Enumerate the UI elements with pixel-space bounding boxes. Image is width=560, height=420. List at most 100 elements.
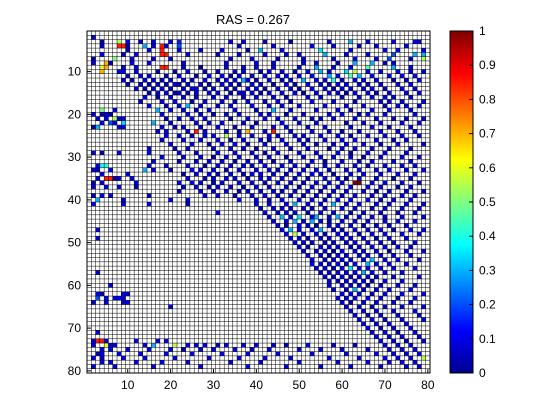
heatmap-cell [117, 150, 122, 155]
heatmap-cell [147, 163, 152, 168]
heatmap-cell [352, 227, 358, 232]
heatmap-cell [194, 120, 199, 126]
heatmap-cell [412, 283, 418, 288]
heatmap-cell [369, 206, 375, 211]
heatmap-cell [412, 219, 418, 224]
heatmap-cell [365, 325, 370, 331]
heatmap-cell [322, 86, 328, 91]
heatmap-cell [314, 107, 319, 113]
heatmap-cell [395, 343, 400, 348]
heatmap-cell [387, 56, 392, 61]
heatmap-cell [357, 73, 362, 79]
heatmap-cell [237, 133, 242, 138]
heatmap-cell [99, 120, 105, 126]
heatmap-cell [117, 296, 122, 301]
heatmap-cell [352, 287, 358, 292]
heatmap-cell [151, 120, 156, 126]
heatmap-cell [194, 129, 199, 134]
heatmap-cell [339, 291, 345, 297]
heatmap-cell [369, 304, 375, 309]
heatmap-cell [404, 236, 409, 241]
heatmap-cell [288, 180, 293, 185]
heatmap-cell [357, 95, 362, 100]
heatmap-cell [331, 287, 336, 292]
heatmap-cell [177, 43, 182, 49]
heatmap-cell [91, 184, 96, 190]
heatmap-cell [215, 103, 220, 108]
heatmap-cell [211, 86, 216, 91]
heatmap-cell [194, 86, 199, 91]
heatmap-cell [408, 343, 413, 348]
heatmap-cell [348, 48, 353, 53]
heatmap-cell [168, 56, 173, 61]
heatmap-cell [258, 206, 263, 211]
heatmap-cell [95, 227, 100, 232]
heatmap-cell [352, 78, 358, 83]
heatmap-cell [275, 167, 280, 173]
heatmap-cell [339, 206, 345, 211]
heatmap-cell [318, 270, 323, 275]
x-tick-label: 10 [121, 378, 135, 392]
heatmap-cell [378, 129, 383, 134]
heatmap-cell [327, 180, 332, 185]
heatmap-cell [417, 364, 422, 369]
heatmap-cell [91, 355, 96, 361]
heatmap-cell [177, 82, 182, 87]
heatmap-cell [267, 214, 272, 220]
heatmap-cell [159, 137, 165, 143]
heatmap-cell [284, 82, 289, 87]
heatmap-cell [404, 137, 409, 143]
heatmap-cell [267, 90, 272, 96]
heatmap-cell [361, 86, 366, 91]
heatmap-cell [387, 261, 392, 267]
heatmap-cell [147, 193, 152, 198]
heatmap-cell [327, 73, 332, 79]
heatmap-cell [279, 137, 285, 143]
heatmap-cell [331, 142, 336, 147]
heatmap-cell [408, 125, 413, 130]
heatmap-cell [344, 351, 349, 356]
heatmap-cell [417, 180, 422, 185]
heatmap-cell [417, 103, 422, 108]
heatmap-cell [279, 163, 285, 168]
heatmap-cell [369, 95, 375, 100]
heatmap-cell [151, 43, 156, 49]
heatmap-cell [189, 142, 195, 147]
heatmap-cell [198, 180, 203, 185]
heatmap-cell [211, 146, 216, 151]
heatmap-cell [237, 90, 242, 96]
heatmap-cell [369, 193, 375, 198]
heatmap-cell [99, 112, 105, 117]
heatmap-cell [348, 184, 353, 190]
heatmap-cell [288, 159, 293, 164]
heatmap-cell [387, 90, 392, 96]
heatmap-cell [224, 154, 229, 160]
heatmap-cell [305, 163, 310, 168]
heatmap-cell [207, 90, 212, 96]
heatmap-cell [177, 189, 182, 194]
heatmap-cell [421, 202, 426, 207]
heatmap-cell [245, 129, 250, 134]
heatmap-cell [232, 125, 238, 130]
heatmap-cell [314, 214, 319, 220]
heatmap-cell [357, 202, 362, 207]
heatmap-cell [318, 133, 323, 138]
heatmap-cell [318, 347, 323, 352]
heatmap-cell [258, 360, 263, 365]
heatmap-cell [112, 296, 118, 301]
heatmap-cell [378, 172, 383, 177]
heatmap-cell [309, 159, 315, 164]
heatmap-cell [352, 193, 358, 198]
heatmap-cell [159, 48, 165, 53]
heatmap-cell [331, 43, 336, 49]
heatmap-cell [399, 154, 405, 160]
heatmap-cell [391, 253, 396, 258]
heatmap-cell [147, 150, 152, 155]
heatmap-cell [181, 137, 186, 143]
heatmap-cell [357, 291, 362, 297]
heatmap-cell [151, 78, 156, 83]
heatmap-cell [309, 351, 315, 356]
heatmap-cell [288, 39, 293, 44]
heatmap-cell [378, 227, 383, 232]
